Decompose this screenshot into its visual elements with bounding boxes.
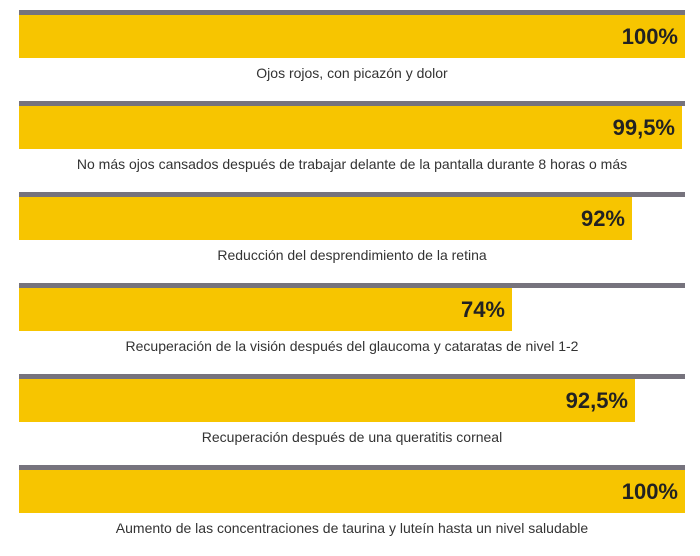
bar-row: 92% Reducción del desprendimiento de la r… [19, 192, 685, 272]
category-label: No más ojos cansados después de trabajar… [76, 156, 628, 172]
bar-track [19, 10, 685, 15]
bar-value-label: 100% [621, 479, 678, 504]
bar: 92% [19, 197, 632, 240]
bar: 92,5% [19, 379, 635, 422]
category-label: Recuperación después de una queratitis c… [201, 429, 503, 445]
bar-value-label: 100% [621, 24, 678, 49]
bar-track [19, 283, 685, 288]
category-label: Reducción del desprendimiento de la reti… [217, 247, 487, 263]
bar: 99,5% [19, 106, 682, 149]
bar-value-label: 92,5% [565, 388, 628, 413]
category-label: Ojos rojos, con picazón y dolor [256, 65, 448, 81]
bar-value-label: 99,5% [612, 115, 675, 140]
bar-row: 100% Aumento de las concentraciones de ta… [19, 465, 685, 545]
bar-value-label: 74% [460, 297, 505, 322]
bar-row: 74% Recuperación de la visión después del… [19, 283, 685, 363]
bar-track [19, 374, 685, 379]
category-label: Recuperación de la visión después del gl… [125, 338, 579, 354]
category-label: Aumento de las concentraciones de taurin… [115, 520, 589, 536]
bar-track [19, 465, 685, 470]
bar-track [19, 192, 685, 197]
bar-row: 100% Ojos rojos, con picazón y dolor [19, 10, 685, 90]
bar-row: 92,5% Recuperación después de una querati… [19, 374, 685, 454]
bar: 74% [19, 288, 512, 331]
bar: 100% [19, 15, 685, 58]
bar-track [19, 101, 685, 106]
bar-row: 99,5% No más ojos cansados después de tra… [19, 101, 685, 181]
bar-value-label: 92% [580, 206, 625, 231]
bar: 100% [19, 470, 685, 513]
